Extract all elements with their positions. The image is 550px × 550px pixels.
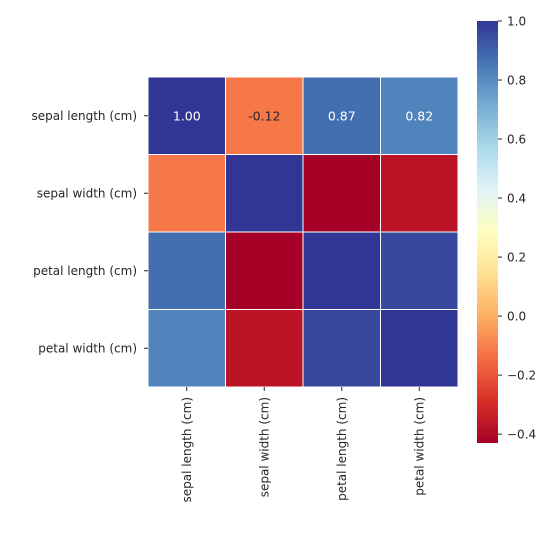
heatmap-cell-r3-c2 <box>302 309 381 388</box>
colorbar-tick-label-4: 0.2 <box>507 250 526 264</box>
heatmap-cell-r3-c1 <box>225 309 304 388</box>
column-label-1: sepal width (cm) <box>257 397 271 497</box>
colorbar-tick-label-1: 0.8 <box>507 73 526 87</box>
heatmap-cell-r1-c1 <box>225 154 304 233</box>
heatmap-cell-r0-c1 <box>225 76 304 155</box>
cell-annotation-r0-c3: 0.82 <box>405 108 433 123</box>
heatmap-cell-r2-c1 <box>225 231 304 310</box>
colorbar-tick-label-6: −0.2 <box>507 368 536 382</box>
colorbar-gradient <box>477 21 498 443</box>
cell-annotation-r0-c0: 1.00 <box>173 108 201 123</box>
heatmap-cell-r3-c3 <box>380 309 459 388</box>
heatmap-cell-r2-c0 <box>147 231 226 310</box>
heatmap-cell-r0-c0 <box>147 76 226 155</box>
row-label-0: sepal length (cm) <box>32 109 137 123</box>
row-tick-labels: sepal length (cm) sepal width (cm) petal l… <box>32 109 148 355</box>
cell-annotation-r0-c1: -0.12 <box>248 108 280 123</box>
column-label-2: petal length (cm) <box>335 397 349 501</box>
column-label-3: petal width (cm) <box>412 397 426 496</box>
cell-annotation-r0-c2: 0.87 <box>328 108 356 123</box>
colorbar-tick-label-5: 0.0 <box>507 309 526 323</box>
row-label-2: petal length (cm) <box>33 264 137 278</box>
heatmap-cell-r1-c2 <box>302 154 381 233</box>
colorbar-tick-label-2: 0.6 <box>507 132 526 146</box>
column-label-0: sepal length (cm) <box>180 397 194 502</box>
heatmap-cell-r1-c3 <box>380 154 459 233</box>
heatmap-cells: 1.00 -0.12 0.87 0.82 <box>147 76 459 388</box>
row-label-1: sepal width (cm) <box>37 186 137 200</box>
colorbar-tick-label-0: 1.0 <box>507 14 526 28</box>
heatmap-cell-r2-c2 <box>302 231 381 310</box>
heatmap-cell-r0-c2 <box>302 76 381 155</box>
colorbar-tick-label-3: 0.4 <box>507 191 526 205</box>
colorbar: 1.0 0.8 0.6 0.4 0.2 0.0 −0.2 −0.4 <box>477 14 536 443</box>
row-label-3: petal width (cm) <box>38 341 137 355</box>
heatmap-cell-r1-c0 <box>147 154 226 233</box>
heatmap-cell-r2-c3 <box>380 231 459 310</box>
heatmap-cell-r3-c0 <box>147 309 226 388</box>
colorbar-tick-label-7: −0.4 <box>507 427 536 441</box>
heatmap-cell-r0-c3 <box>380 76 459 155</box>
column-tick-labels: sepal length (cm) sepal width (cm) petal l… <box>180 387 426 502</box>
